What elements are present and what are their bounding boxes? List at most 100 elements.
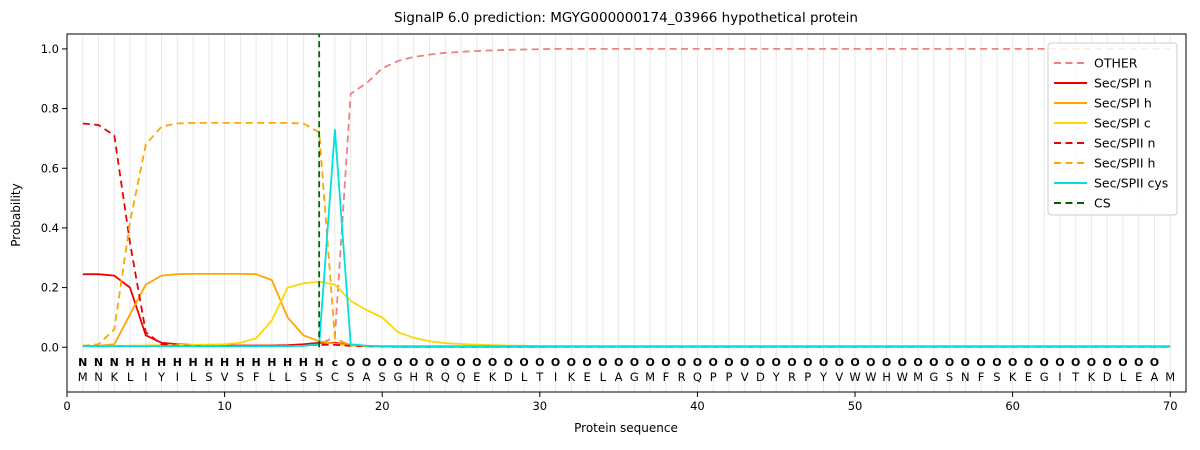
- annotation-letter: O: [519, 356, 528, 369]
- annotation-letter: H: [141, 356, 150, 369]
- annotation-letter: O: [1087, 356, 1096, 369]
- annotation-letter: H: [315, 356, 324, 369]
- sequence-letter: V: [835, 370, 843, 384]
- sequence-letter: F: [978, 370, 985, 384]
- annotation-letter: O: [1039, 356, 1048, 369]
- sequence-letter: L: [1120, 370, 1127, 384]
- annotation-letter: O: [803, 356, 812, 369]
- sequence-letter: S: [316, 370, 323, 384]
- sequence-letter: M: [913, 370, 923, 384]
- annotation-letter: O: [1118, 356, 1127, 369]
- sequence-letter: N: [94, 370, 103, 384]
- annotation-letter: O: [898, 356, 907, 369]
- annotation-letter: H: [188, 356, 197, 369]
- x-tick-label: 60: [1005, 399, 1020, 413]
- annotation-letter: O: [756, 356, 765, 369]
- x-tick-label: 0: [63, 399, 70, 413]
- legend-box: [1047, 42, 1178, 216]
- legend-label: Sec/SPI h: [1094, 96, 1152, 111]
- y-tick-label: 0.4: [41, 221, 59, 235]
- sequence-letter: K: [1088, 370, 1096, 384]
- legend-label: Sec/SPII cys: [1094, 176, 1168, 191]
- annotation-letter: O: [677, 356, 686, 369]
- sequence-letter: I: [176, 370, 179, 384]
- annotation-letter: O: [630, 356, 639, 369]
- annotation-letter: H: [204, 356, 213, 369]
- sequence-letter: L: [190, 370, 197, 384]
- sequence-letter: P: [725, 370, 732, 384]
- annotation-letter: H: [299, 356, 308, 369]
- sequence-letter: M: [1165, 370, 1175, 384]
- sequence-letter: F: [663, 370, 670, 384]
- annotation-letter: O: [929, 356, 938, 369]
- sequence-letter: H: [882, 370, 891, 384]
- annotation-letter: O: [346, 356, 355, 369]
- annotation-letter: H: [125, 356, 134, 369]
- sequence-letter: R: [678, 370, 686, 384]
- annotation-letter: O: [645, 356, 654, 369]
- sequence-letter: Q: [456, 370, 465, 384]
- sequence-letters: NMNNNKHLHIHYHIHLHSHVHSHFHLHLHSHScCOSOAOS…: [78, 356, 1175, 384]
- sequence-letter: I: [554, 370, 557, 384]
- sequence-letter: G: [1040, 370, 1049, 384]
- annotation-letter: O: [661, 356, 670, 369]
- sequence-letter: M: [78, 370, 88, 384]
- annotation-letter: O: [945, 356, 954, 369]
- sequence-letter: F: [253, 370, 260, 384]
- annotation-letter: O: [961, 356, 970, 369]
- annotation-letter: O: [378, 356, 387, 369]
- sequence-letter: D: [504, 370, 513, 384]
- sequence-letter: L: [269, 370, 276, 384]
- annotation-letter: O: [567, 356, 576, 369]
- sequence-letter: L: [600, 370, 607, 384]
- sequence-letter: L: [521, 370, 528, 384]
- annotation-letter: N: [78, 356, 87, 369]
- sequence-letter: V: [221, 370, 229, 384]
- sequence-letter: S: [205, 370, 212, 384]
- annotation-letter: O: [882, 356, 891, 369]
- curve-sec-spii-cys: [82, 128, 1171, 348]
- annotation-letter: H: [283, 356, 292, 369]
- sequence-letter: L: [284, 370, 291, 384]
- annotation-letter: O: [504, 356, 513, 369]
- sequence-letter: D: [756, 370, 765, 384]
- legend-label: Sec/SPI n: [1094, 76, 1152, 91]
- annotation-letter: O: [582, 356, 591, 369]
- annotation-letter: O: [409, 356, 418, 369]
- sequence-letter: A: [363, 370, 371, 384]
- axes-frame: [66, 33, 1187, 393]
- curve-sec-spi-h: [82, 272, 1171, 348]
- sequence-letter: E: [473, 370, 480, 384]
- sequence-letter: A: [1151, 370, 1159, 384]
- x-tick-label: 70: [1163, 399, 1178, 413]
- annotation-letter: O: [535, 356, 544, 369]
- annotation-letter: O: [693, 356, 702, 369]
- curve-sec-spi-n: [82, 273, 1171, 348]
- annotation-letter: H: [236, 356, 245, 369]
- x-tick-label: 30: [532, 399, 547, 413]
- sequence-letter: I: [1058, 370, 1061, 384]
- legend-label: Sec/SPI c: [1094, 116, 1151, 131]
- sequence-letter: E: [1025, 370, 1032, 384]
- sequence-letter: H: [409, 370, 418, 384]
- legend-label: Sec/SPII h: [1094, 156, 1155, 171]
- x-tick-label: 20: [375, 399, 390, 413]
- sequence-letter: I: [144, 370, 147, 384]
- annotation-letter: H: [157, 356, 166, 369]
- axis-ticks: 0 10 20 30 40 50 60 70 0.0 0.2 0.4 0.6 0.8 1.0: [41, 42, 1178, 413]
- sequence-letter: P: [710, 370, 717, 384]
- annotation-letter: O: [425, 356, 434, 369]
- curve-sec-spii-h: [82, 122, 1171, 348]
- sequence-letter: K: [111, 370, 119, 384]
- sequence-letter: K: [489, 370, 497, 384]
- x-axis-label: Protein sequence: [574, 421, 678, 435]
- annotation-letter: O: [393, 356, 402, 369]
- y-tick-label: 0.2: [41, 281, 59, 295]
- sequence-letter: W: [849, 370, 860, 384]
- sequence-letter: S: [946, 370, 953, 384]
- sequence-letter: M: [645, 370, 655, 384]
- annotation-letter: O: [787, 356, 796, 369]
- y-tick-label: 0.6: [41, 161, 59, 175]
- x-tick-label: 40: [690, 399, 705, 413]
